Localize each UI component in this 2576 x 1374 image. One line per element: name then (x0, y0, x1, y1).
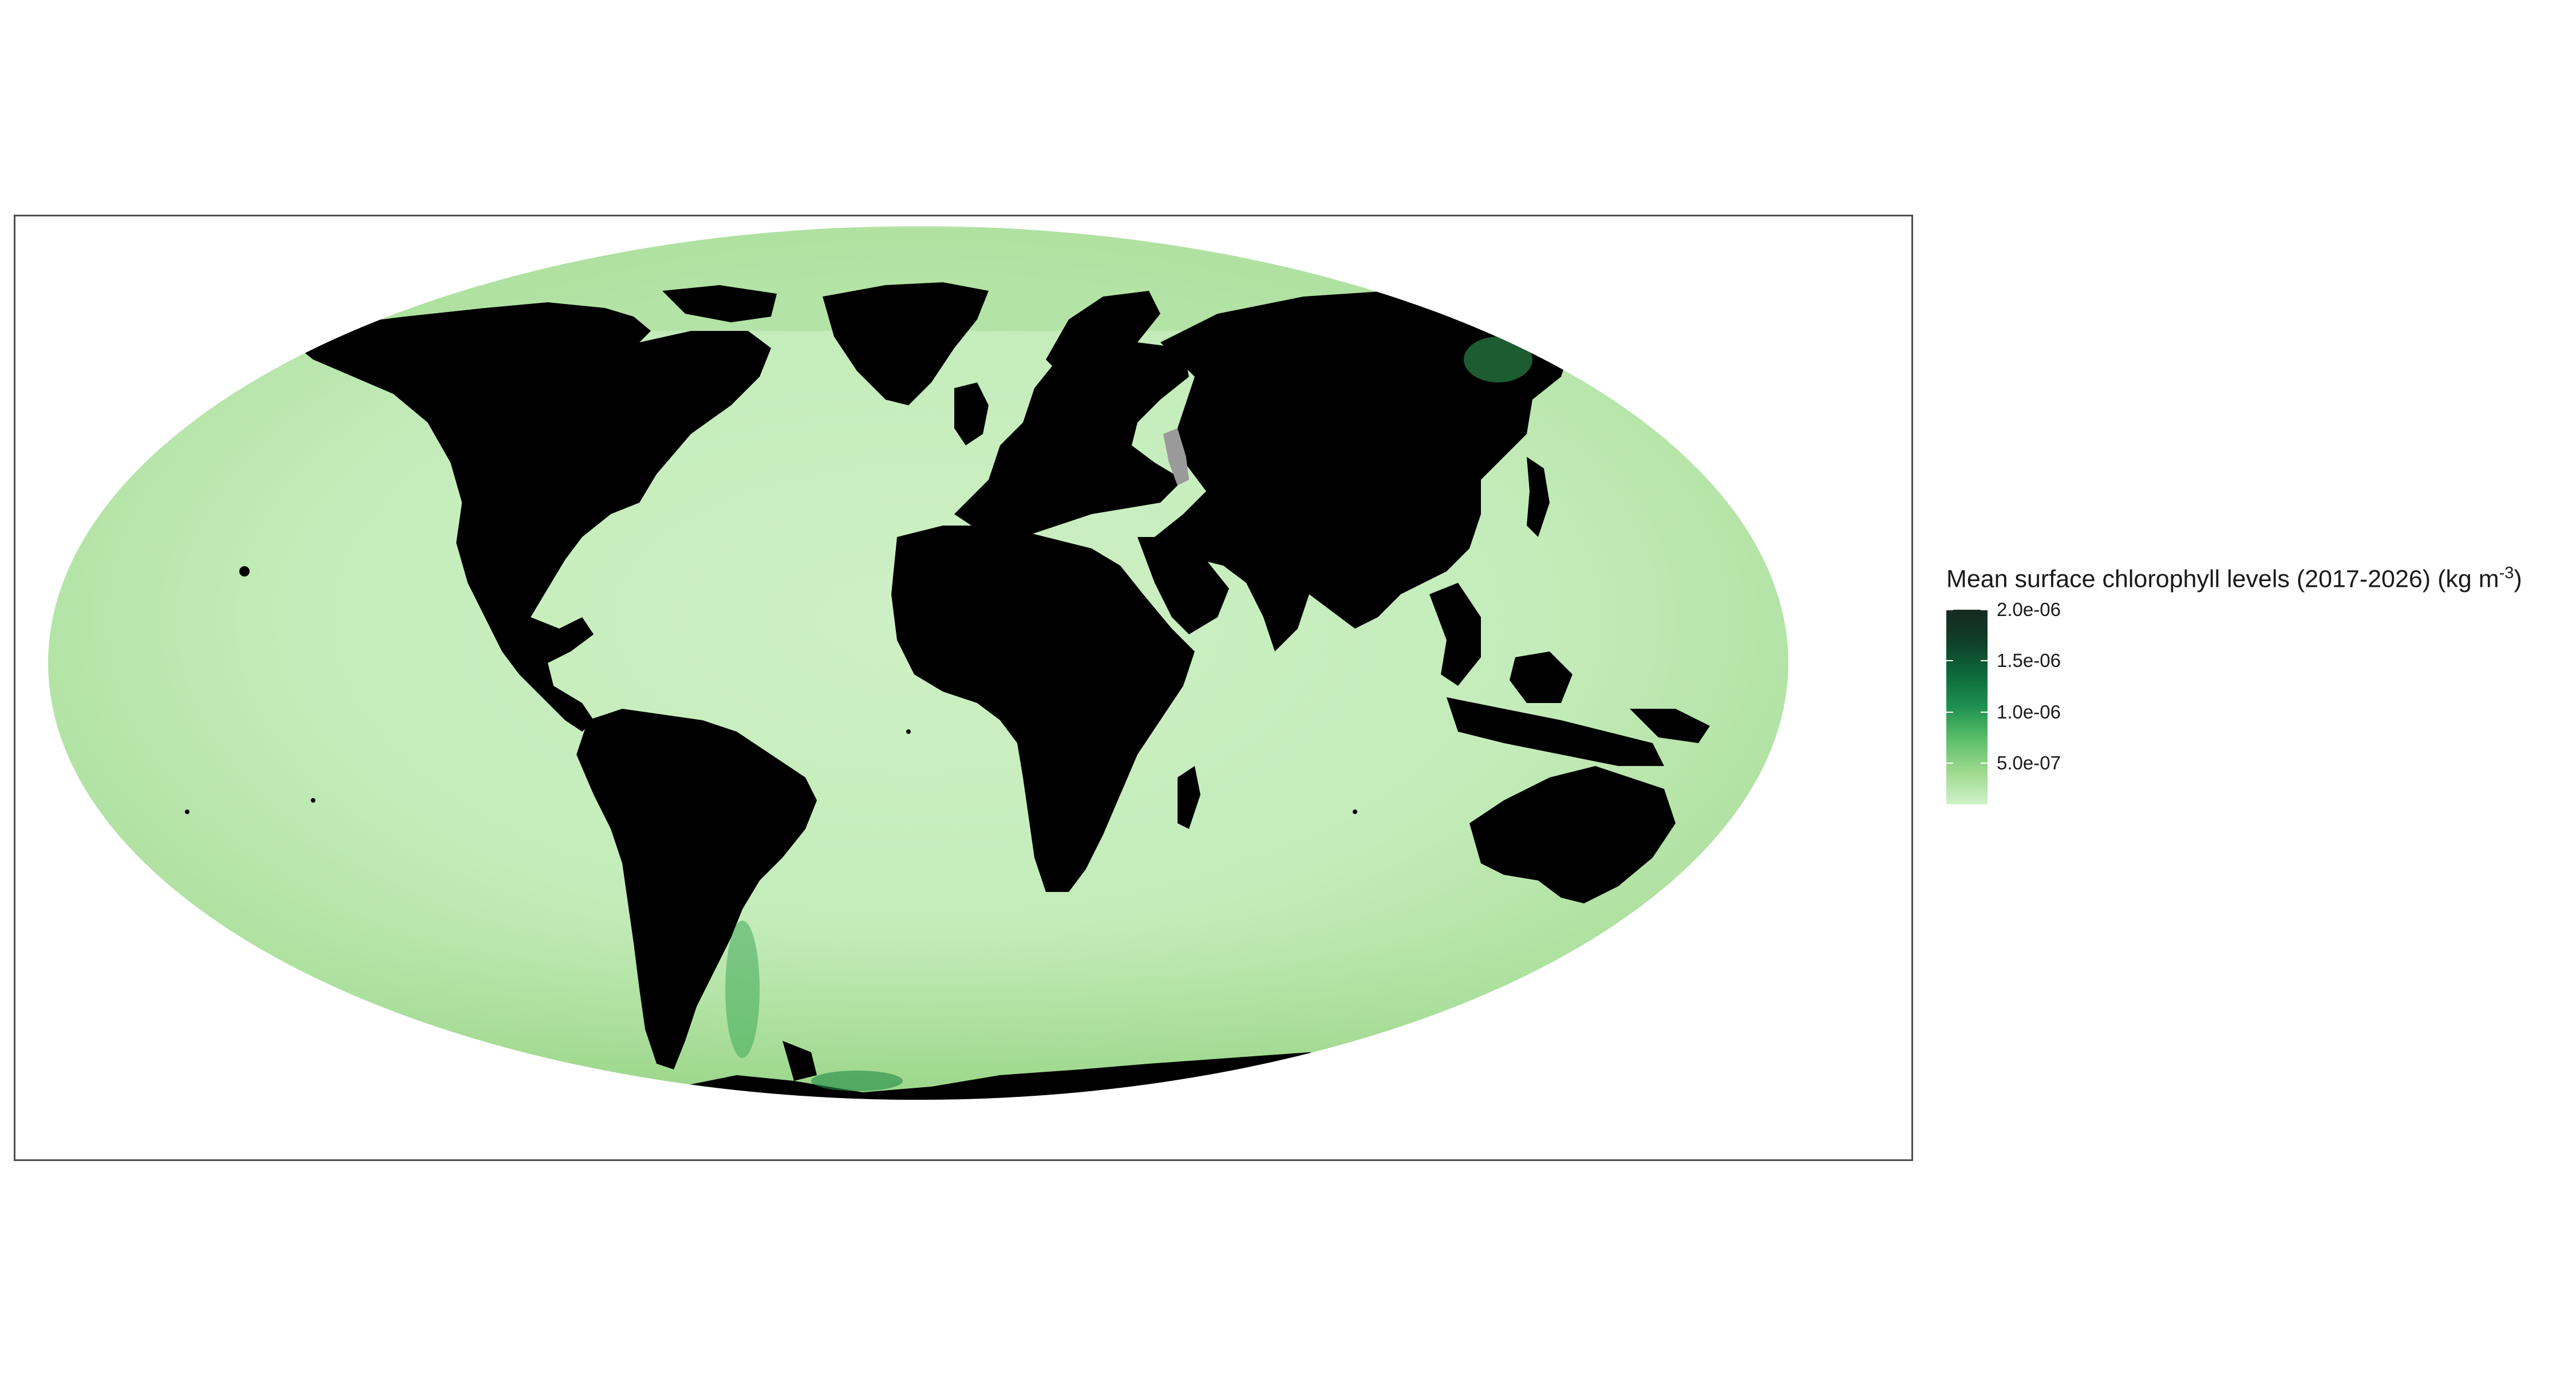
land-australia (1469, 766, 1676, 903)
land-antarctic-peninsula (783, 1041, 817, 1081)
land-madagascar (1178, 766, 1200, 829)
upwelling-okhotsk (1464, 337, 1532, 382)
legend-tick-mark (1981, 660, 1988, 662)
land-borneo (1510, 652, 1573, 703)
legend-tick-mark (1946, 763, 1953, 764)
land-hawaii (239, 566, 250, 577)
land-north-america (285, 302, 771, 732)
legend-tick-mark (1946, 609, 1953, 610)
land-british-isles (954, 382, 989, 445)
legend-tick-mark (1946, 711, 1953, 713)
land-south-america (576, 709, 817, 1069)
land-small-island (906, 729, 911, 734)
legend: Mean surface chlorophyll levels (2017-20… (1946, 558, 2570, 833)
land-antarctica (679, 1052, 1366, 1100)
land-small-island (311, 798, 315, 803)
land-arabia (1137, 537, 1229, 634)
land-new-guinea (1630, 709, 1710, 743)
legend-tick-label: 1.5e-06 (1997, 650, 2061, 672)
inland-water-caspian (1163, 428, 1189, 485)
land-asia (1155, 291, 1573, 652)
upwelling-weddell (811, 1071, 903, 1091)
upwelling-patagonia (725, 921, 760, 1058)
legend-tick-mark (1946, 660, 1953, 662)
legend-tick-mark (1981, 711, 1988, 713)
land-japan (1527, 457, 1550, 537)
land-europe (954, 342, 1189, 537)
land-greenland (823, 282, 989, 405)
land-small-island (1776, 775, 1781, 780)
land-africa (891, 526, 1195, 892)
legend-colorbar (1946, 610, 1988, 804)
land-small-island (185, 810, 189, 814)
land-arctic-islands (662, 285, 777, 322)
land-indonesia (1447, 697, 1664, 766)
legend-tick-label: 1.0e-06 (1997, 701, 2061, 722)
world-map (48, 226, 1788, 1100)
legend-tick-mark (1981, 609, 1988, 610)
legend-tick-mark (1981, 763, 1988, 764)
map-panel (14, 215, 1913, 1161)
legend-title: Mean surface chlorophyll levels (2017-20… (1946, 564, 2522, 593)
legend-tick-label: 5.0e-07 (1997, 752, 2061, 774)
land-small-island (1353, 810, 1357, 814)
land-southeast-asia (1429, 583, 1481, 686)
legend-tick-label: 2.0e-06 (1997, 599, 2061, 620)
land-scandinavia (1046, 291, 1160, 388)
